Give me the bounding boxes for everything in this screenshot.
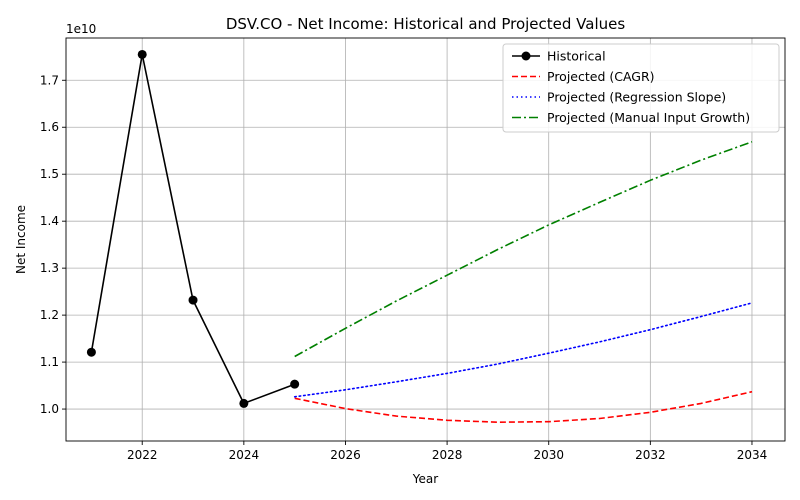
x-tick-label: 2034 xyxy=(737,448,768,462)
y-axis-label: Net Income xyxy=(14,205,28,274)
series-2 xyxy=(293,302,753,398)
x-tick-label: 2032 xyxy=(635,448,666,462)
series-1 xyxy=(294,390,753,424)
series-layer xyxy=(86,49,753,424)
y-tick-label: 1.2 xyxy=(40,308,59,322)
x-tick-label: 2028 xyxy=(432,448,463,462)
legend-item: Projected (Manual Input Growth) xyxy=(512,110,750,125)
series-line xyxy=(294,390,753,424)
data-point xyxy=(290,379,300,389)
legend-item: Projected (CAGR) xyxy=(512,69,655,84)
legend-label: Projected (Regression Slope) xyxy=(547,90,726,105)
series-line xyxy=(293,302,753,398)
x-tick-label: 2030 xyxy=(533,448,564,462)
y-tick-label: 1.3 xyxy=(40,261,59,275)
y-tick-label: 1.7 xyxy=(40,73,59,87)
data-point xyxy=(188,295,198,305)
legend-label: Projected (CAGR) xyxy=(547,69,655,84)
legend: Historical Projected (CAGR) Projected (Reg… xyxy=(502,43,780,133)
data-point xyxy=(137,49,147,59)
legend-box xyxy=(502,43,780,133)
y-tick-label: 1.4 xyxy=(40,214,59,228)
x-tick-label: 2026 xyxy=(330,448,361,462)
legend-item: Historical xyxy=(512,49,606,64)
legend-label: Historical xyxy=(547,49,606,64)
plot-frame xyxy=(65,37,786,442)
x-axis-label: Year xyxy=(412,472,438,486)
legend-item: Projected (Regression Slope) xyxy=(512,90,726,105)
y-tick-label: 1.1 xyxy=(40,355,59,369)
series-0 xyxy=(86,49,300,408)
y-tick-label: 1.6 xyxy=(40,120,59,134)
grid-lines xyxy=(66,38,785,441)
y-tick-label: 1.5 xyxy=(40,167,59,181)
data-point xyxy=(86,347,96,357)
axis-ticks: 2022 2024 2026 2028 2030 2032 2034 1.0 1.1 1.2 1.3… xyxy=(40,73,767,462)
series-line xyxy=(294,141,753,358)
data-point xyxy=(239,398,249,408)
x-tick-label: 2024 xyxy=(229,448,260,462)
series-3 xyxy=(294,141,753,358)
legend-marker xyxy=(521,51,531,61)
x-tick-label: 2022 xyxy=(127,448,158,462)
y-tick-label: 1.0 xyxy=(40,402,59,416)
y-offset-text: 1e10 xyxy=(66,22,96,36)
legend-label: Projected (Manual Input Growth) xyxy=(547,110,750,125)
chart-title: DSV.CO - Net Income: Historical and Proj… xyxy=(226,15,626,33)
